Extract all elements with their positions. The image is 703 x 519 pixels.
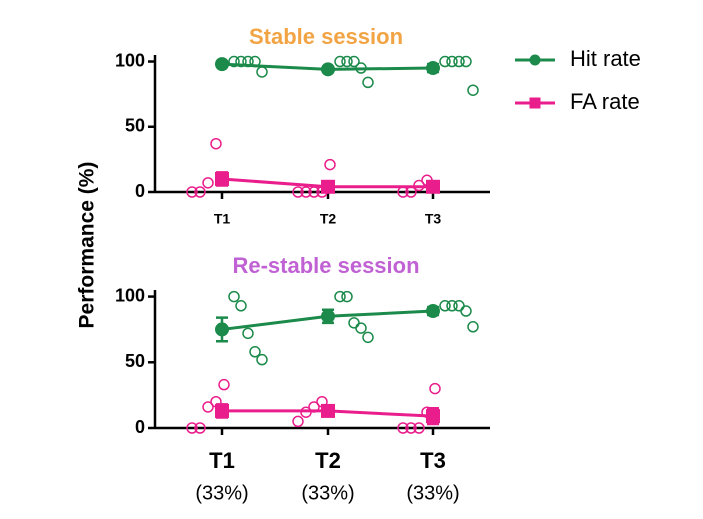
individual-point bbox=[362, 76, 374, 89]
individual-point bbox=[228, 290, 240, 303]
individual-point bbox=[228, 55, 240, 68]
x-tick-label: T3 bbox=[420, 448, 446, 473]
legend-label: Hit rate bbox=[570, 46, 641, 71]
individual-point bbox=[194, 186, 206, 198]
individual-point bbox=[446, 300, 458, 312]
mean-marker bbox=[321, 403, 335, 418]
individual-point bbox=[460, 55, 472, 68]
individual-point bbox=[355, 322, 367, 334]
panel-title: Re-stable session bbox=[232, 253, 419, 278]
mean-marker bbox=[321, 62, 335, 77]
individual-point bbox=[292, 186, 304, 198]
individual-point bbox=[413, 422, 425, 434]
individual-point bbox=[341, 55, 353, 68]
individual-point bbox=[202, 177, 214, 189]
y-tick-label: 50 bbox=[125, 351, 145, 371]
individual-point bbox=[405, 422, 417, 434]
individual-point bbox=[292, 415, 304, 428]
individual-point bbox=[324, 158, 336, 171]
individual-point bbox=[348, 317, 360, 329]
panel-title: Stable session bbox=[249, 24, 403, 49]
individual-point bbox=[334, 55, 346, 68]
individual-point bbox=[186, 186, 198, 198]
mean-marker bbox=[426, 304, 440, 319]
y-axis-label: Performance (%) bbox=[76, 162, 99, 329]
mean-marker bbox=[215, 171, 229, 186]
x-tick-label: T2 bbox=[320, 211, 337, 227]
individual-point bbox=[467, 321, 479, 333]
individual-point bbox=[242, 327, 254, 340]
legend-marker bbox=[529, 54, 541, 66]
mean-marker bbox=[426, 179, 440, 194]
mean-marker bbox=[321, 309, 335, 324]
y-tick-label: 0 bbox=[135, 181, 145, 201]
x-tick-label: T2 bbox=[315, 448, 341, 473]
mean-marker bbox=[426, 409, 440, 424]
individual-point bbox=[446, 55, 458, 68]
x-tick-sublabel: (33%) bbox=[406, 482, 459, 504]
x-tick-label: T3 bbox=[425, 211, 442, 227]
individual-point bbox=[256, 66, 268, 78]
y-tick-label: 0 bbox=[135, 417, 145, 437]
x-tick-sublabel: (33%) bbox=[195, 482, 248, 504]
individual-point bbox=[334, 290, 346, 303]
individual-point bbox=[439, 55, 451, 68]
individual-point bbox=[186, 422, 198, 434]
legend-marker bbox=[529, 97, 541, 109]
individual-point bbox=[210, 137, 222, 150]
mean-marker bbox=[215, 403, 229, 418]
y-tick-label: 100 bbox=[115, 50, 145, 70]
individual-point bbox=[362, 331, 374, 344]
individual-point bbox=[397, 422, 409, 434]
mean-marker bbox=[215, 322, 229, 337]
individual-point bbox=[429, 382, 441, 395]
individual-point bbox=[460, 305, 472, 317]
individual-point bbox=[249, 346, 261, 358]
individual-point bbox=[300, 186, 312, 198]
mean-marker bbox=[215, 57, 229, 72]
individual-point bbox=[256, 353, 268, 366]
mean-marker bbox=[426, 61, 440, 76]
individual-point bbox=[235, 300, 247, 312]
individual-point bbox=[453, 55, 465, 68]
individual-point bbox=[194, 422, 206, 434]
individual-point bbox=[348, 55, 360, 68]
x-tick-label: T1 bbox=[214, 211, 231, 227]
individual-point bbox=[202, 401, 214, 413]
individual-point bbox=[439, 300, 451, 312]
individual-point bbox=[453, 300, 465, 312]
individual-point bbox=[218, 378, 230, 391]
x-tick-sublabel: (33%) bbox=[301, 482, 354, 504]
x-tick-label: T1 bbox=[209, 448, 235, 473]
legend-label: FA rate bbox=[570, 89, 640, 114]
y-tick-label: 50 bbox=[125, 116, 145, 136]
mean-marker bbox=[321, 179, 335, 194]
individual-point bbox=[467, 84, 479, 96]
individual-point bbox=[341, 290, 353, 303]
y-tick-label: 100 bbox=[115, 285, 145, 305]
